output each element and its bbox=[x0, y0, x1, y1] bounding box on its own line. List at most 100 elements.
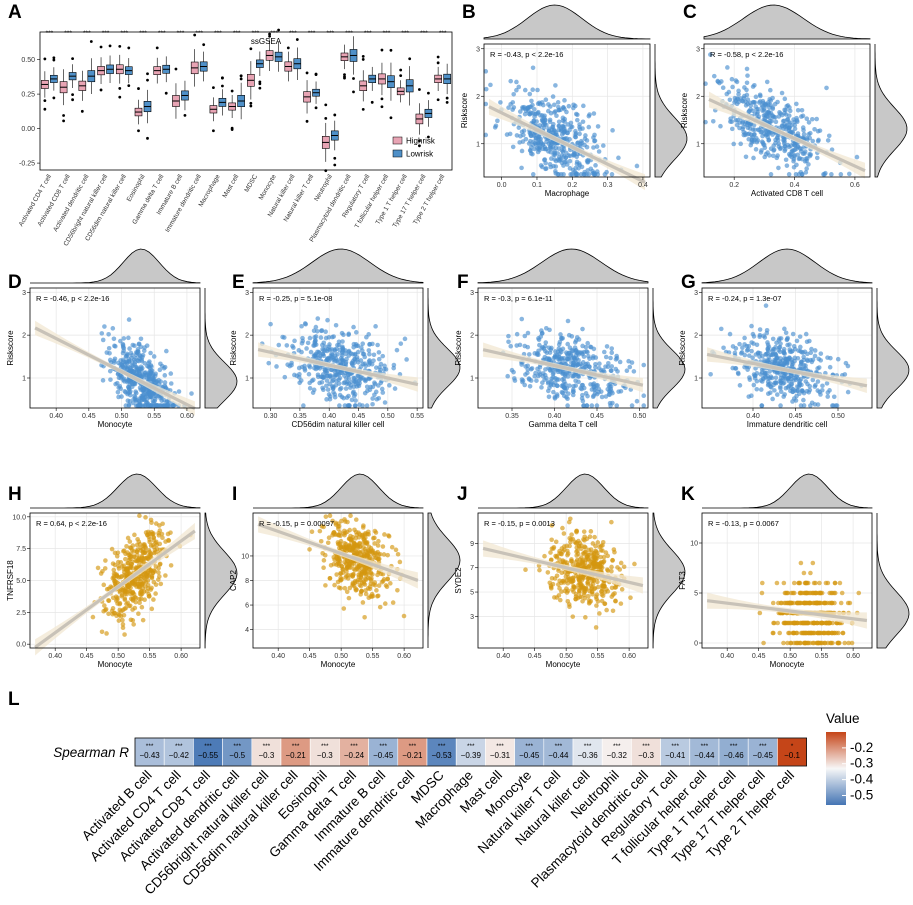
x-tick-label: 0.45 bbox=[80, 653, 94, 660]
data-point bbox=[312, 339, 318, 345]
outlier-point bbox=[52, 58, 56, 62]
data-point bbox=[587, 600, 593, 605]
data-point bbox=[785, 620, 790, 626]
data-point bbox=[160, 535, 165, 541]
data-point bbox=[825, 394, 831, 399]
data-point bbox=[549, 575, 555, 581]
x-tick-label: 0.50 bbox=[381, 413, 395, 420]
data-point bbox=[609, 585, 615, 591]
data-point bbox=[751, 372, 757, 377]
data-point bbox=[372, 380, 377, 386]
data-point bbox=[617, 359, 623, 365]
data-point bbox=[773, 375, 779, 381]
data-point bbox=[609, 519, 614, 525]
x-axis-label: Monocyte bbox=[546, 660, 581, 669]
significance-mark: *** bbox=[345, 30, 353, 37]
data-point bbox=[791, 580, 797, 586]
data-point bbox=[392, 386, 398, 391]
data-point bbox=[586, 564, 592, 569]
y-tick-label: 2 bbox=[696, 94, 700, 101]
data-point bbox=[311, 387, 317, 393]
data-point bbox=[146, 553, 152, 558]
data-point bbox=[758, 93, 763, 99]
data-point bbox=[806, 120, 812, 125]
data-point bbox=[562, 588, 568, 594]
legend-label-highrisk: Highrisk bbox=[406, 137, 436, 146]
data-point bbox=[593, 549, 599, 554]
data-point bbox=[776, 337, 782, 343]
data-point bbox=[744, 87, 749, 93]
data-point bbox=[139, 588, 144, 594]
data-point bbox=[529, 366, 535, 371]
data-point bbox=[615, 369, 620, 374]
data-point bbox=[395, 587, 400, 593]
x-category-label: Neutrophil bbox=[313, 173, 334, 203]
data-point bbox=[624, 368, 630, 374]
data-point bbox=[142, 542, 147, 547]
outlier-point bbox=[137, 87, 140, 90]
x-category-label: Eosinophil bbox=[126, 173, 147, 203]
y-tick-label: 6 bbox=[245, 603, 249, 610]
data-point bbox=[765, 358, 771, 364]
y-tick-label: 1 bbox=[694, 376, 698, 383]
data-point bbox=[536, 146, 542, 151]
data-point bbox=[641, 403, 647, 408]
heatmap-value: −0.21 bbox=[285, 751, 306, 760]
data-point bbox=[346, 349, 351, 355]
data-point bbox=[358, 572, 364, 578]
panel-label-k: K bbox=[681, 484, 695, 505]
data-point bbox=[795, 152, 801, 158]
data-point bbox=[106, 331, 111, 337]
x-tick-label: 0.55 bbox=[410, 413, 424, 420]
outlier-point bbox=[268, 34, 271, 38]
data-point bbox=[520, 106, 526, 111]
data-point bbox=[778, 384, 783, 390]
data-point bbox=[357, 540, 362, 546]
data-point bbox=[555, 100, 561, 105]
data-point bbox=[586, 576, 591, 581]
data-point bbox=[751, 382, 757, 388]
panel-label-i: I bbox=[232, 484, 237, 505]
data-point bbox=[828, 355, 833, 361]
data-point bbox=[842, 372, 848, 377]
x-tick-label: 0.60 bbox=[846, 653, 860, 660]
data-point bbox=[370, 384, 376, 390]
data-point bbox=[584, 403, 590, 408]
data-point bbox=[367, 360, 373, 366]
data-point bbox=[157, 367, 163, 373]
data-point bbox=[552, 102, 557, 108]
chart-title: ssGSEA bbox=[251, 37, 282, 46]
significance-mark: *** bbox=[252, 30, 260, 37]
data-point bbox=[360, 525, 366, 530]
data-point bbox=[123, 556, 128, 562]
data-point bbox=[733, 78, 739, 83]
data-point bbox=[631, 369, 637, 374]
data-point bbox=[119, 361, 125, 367]
data-point bbox=[812, 348, 818, 353]
outlier-point bbox=[333, 113, 337, 117]
data-point bbox=[527, 148, 533, 153]
data-point bbox=[787, 105, 792, 110]
plot-frame bbox=[701, 287, 873, 409]
y-axis-label: TNFRSF18 bbox=[6, 560, 15, 601]
data-point bbox=[342, 585, 348, 591]
data-point bbox=[799, 107, 805, 113]
data-point bbox=[107, 350, 112, 356]
data-point bbox=[628, 595, 633, 600]
data-point bbox=[837, 580, 843, 586]
data-point bbox=[351, 393, 357, 399]
outlier-point bbox=[43, 107, 47, 111]
data-point bbox=[111, 336, 117, 342]
data-point bbox=[797, 334, 803, 339]
data-point bbox=[529, 98, 534, 104]
data-point bbox=[810, 640, 816, 646]
data-point bbox=[565, 403, 570, 408]
data-point bbox=[126, 335, 131, 341]
data-point bbox=[351, 324, 356, 330]
significance-mark: *** bbox=[214, 30, 222, 37]
data-point bbox=[746, 353, 752, 358]
outlier-point bbox=[52, 96, 56, 100]
data-point bbox=[355, 343, 361, 349]
data-point bbox=[372, 541, 377, 546]
outlier-point bbox=[43, 57, 47, 61]
